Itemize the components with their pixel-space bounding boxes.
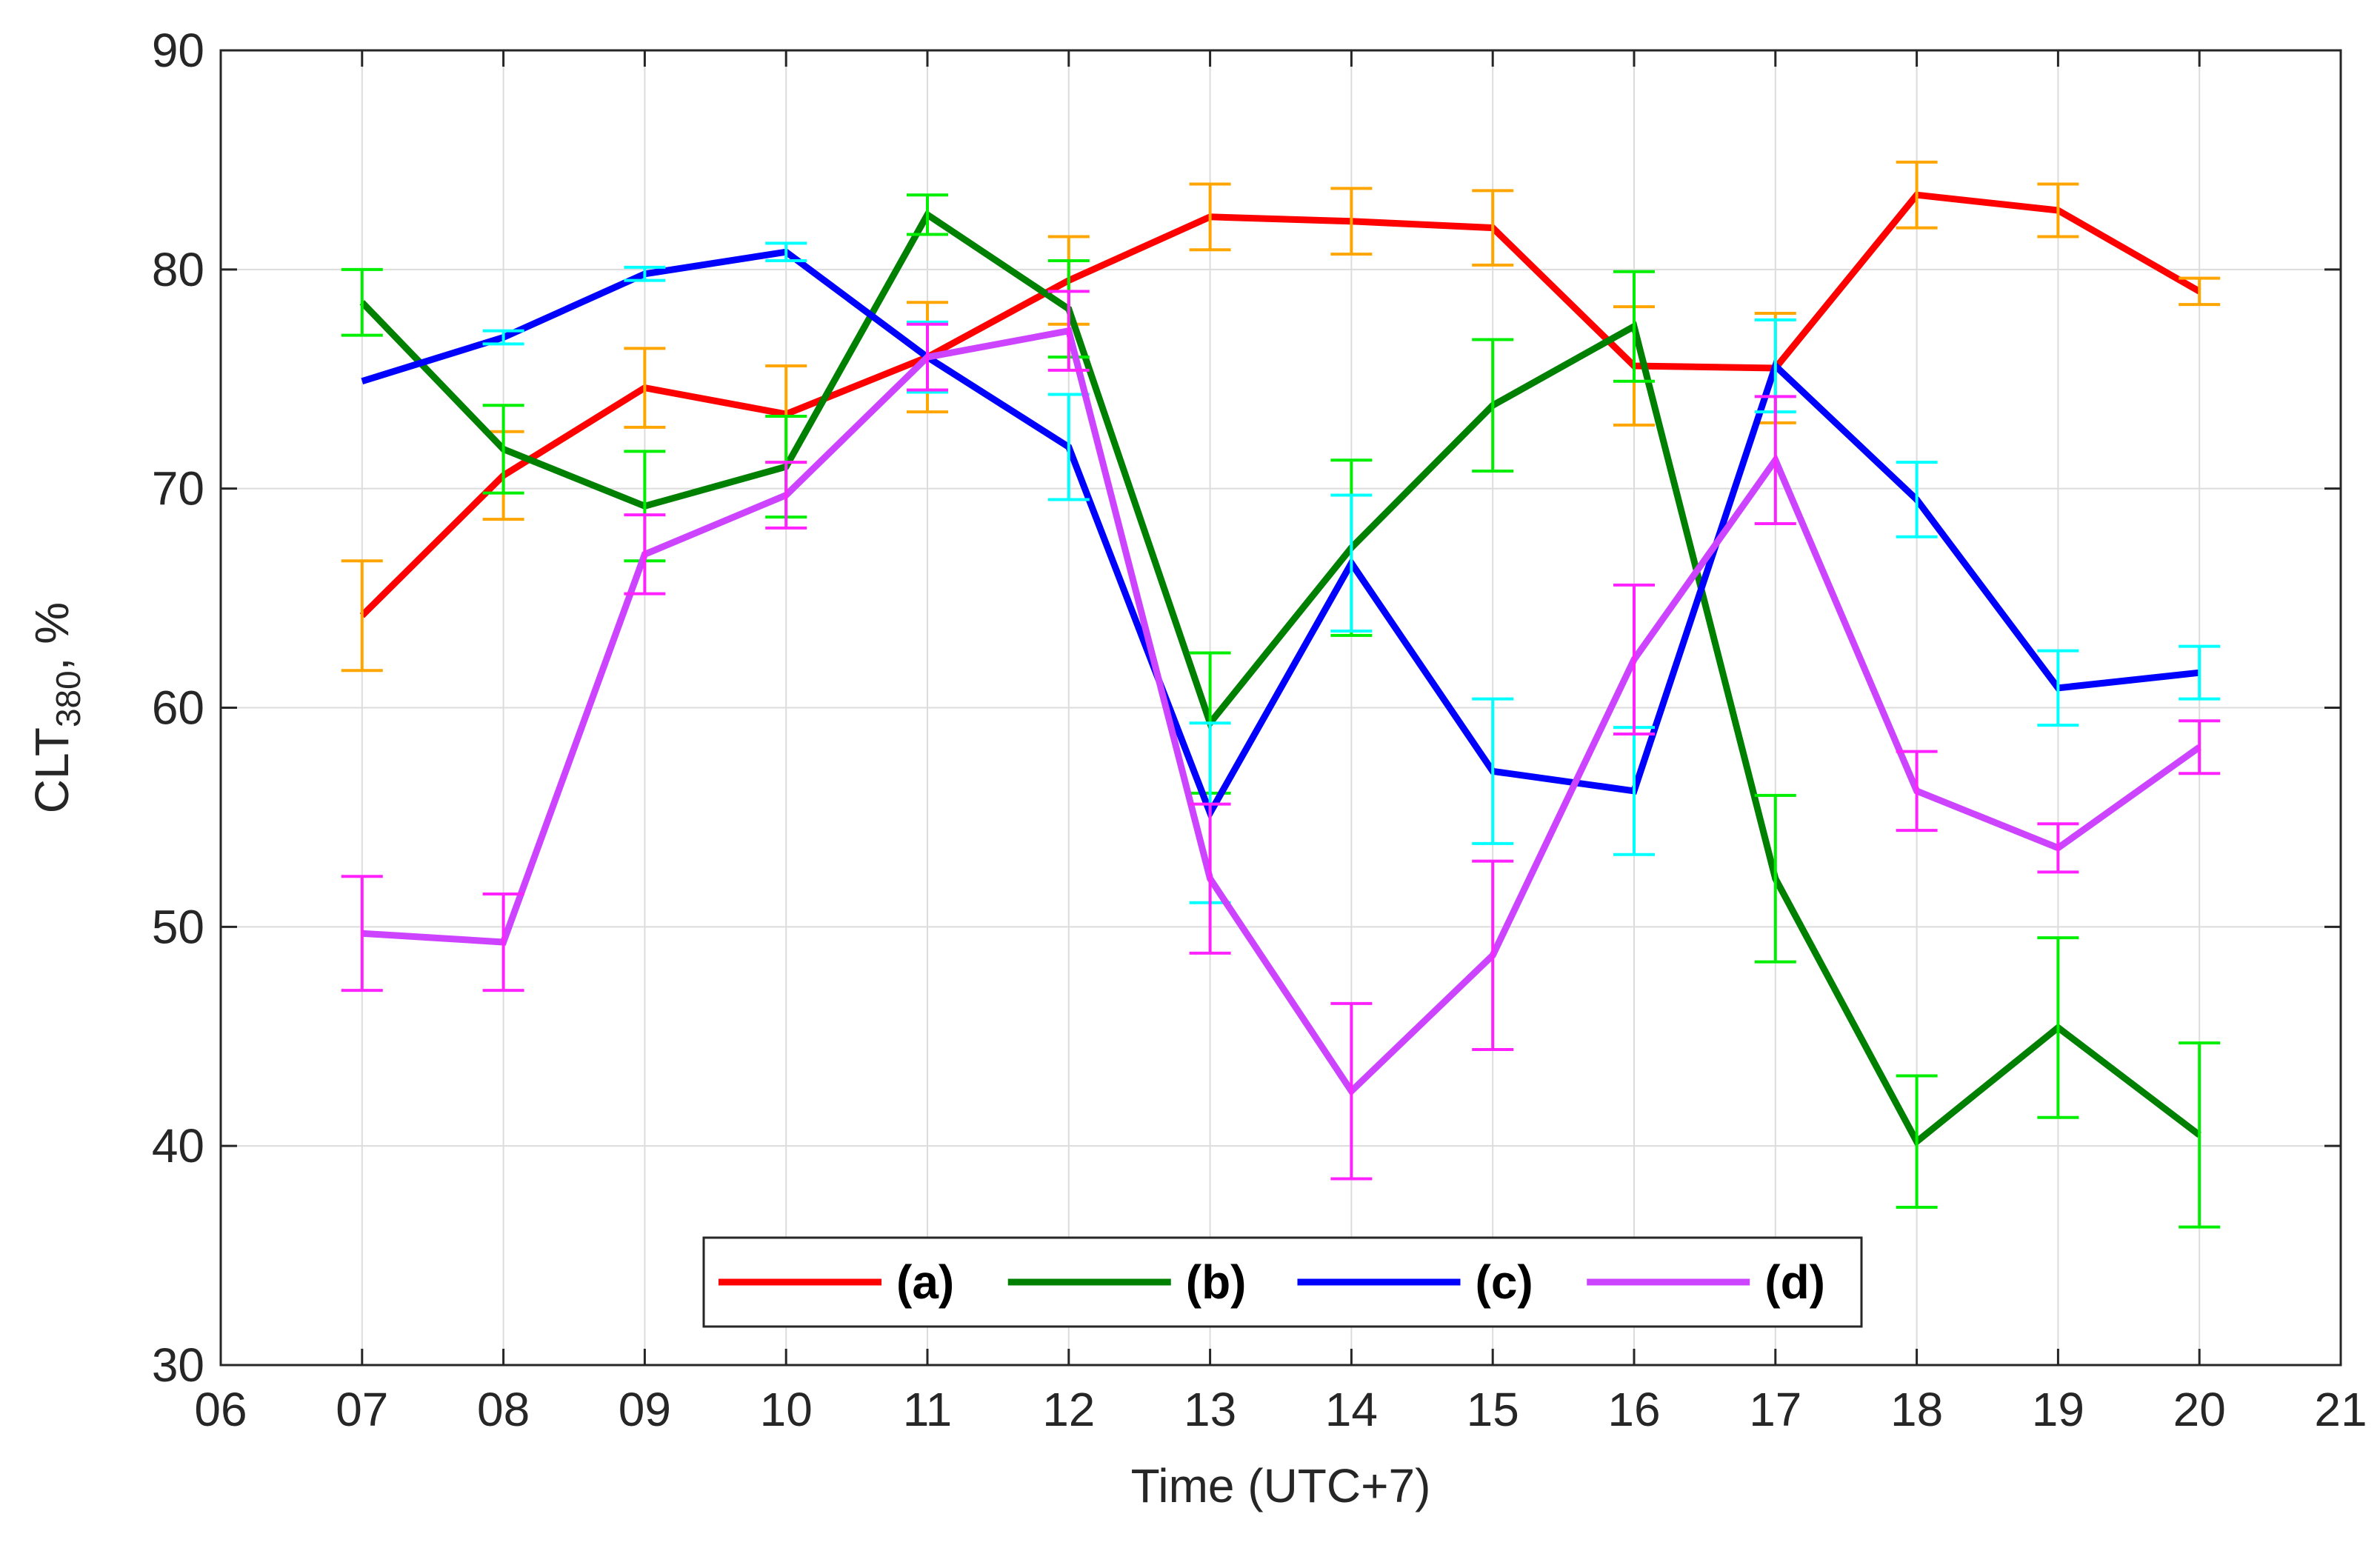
y-tick-label: 30 bbox=[152, 1338, 204, 1392]
axis-ticks bbox=[219, 49, 2342, 1367]
error-bar bbox=[2179, 719, 2221, 775]
x-axis-tick-labels: 06 07 08 09 10 11 12 13 14 15 16 17 18 19 20 21 bbox=[194, 1383, 2367, 1436]
error-bar bbox=[1047, 290, 1090, 372]
x-tick-label: 06 bbox=[194, 1383, 247, 1436]
series-line bbox=[361, 327, 2201, 1097]
series-line bbox=[361, 248, 2200, 821]
error-bar bbox=[1472, 338, 1514, 473]
x-axis-title: Time (UTC+7) bbox=[1131, 1459, 1431, 1512]
legend-label: (d) bbox=[1764, 1255, 1825, 1309]
x-tick-label: 08 bbox=[477, 1383, 530, 1436]
x-tick-label: 21 bbox=[2314, 1383, 2367, 1436]
error-bar bbox=[1189, 802, 1231, 955]
error-bar bbox=[1754, 395, 1796, 525]
error-bar bbox=[1472, 697, 1514, 845]
legend-label: (a) bbox=[896, 1255, 954, 1309]
error-bar bbox=[1613, 270, 1655, 383]
error-bar bbox=[1189, 182, 1231, 252]
error-bar bbox=[1896, 160, 1938, 230]
error-bar bbox=[624, 347, 666, 429]
error-bar bbox=[1330, 187, 1373, 256]
error-bar bbox=[765, 241, 807, 262]
x-tick-label: 16 bbox=[1607, 1383, 1660, 1436]
error-bar bbox=[482, 892, 524, 992]
legend-label: (c) bbox=[1476, 1255, 1533, 1309]
x-tick-label: 18 bbox=[1890, 1383, 1943, 1436]
y-tick-label: 40 bbox=[152, 1119, 204, 1172]
y-tick-label: 50 bbox=[152, 900, 204, 953]
x-tick-label: 12 bbox=[1042, 1383, 1095, 1436]
y-axis-title-suffix: , % bbox=[25, 602, 79, 670]
error-bar bbox=[341, 267, 383, 337]
y-tick-label: 60 bbox=[152, 681, 204, 735]
x-tick-label: 09 bbox=[619, 1383, 671, 1436]
x-tick-label: 14 bbox=[1325, 1383, 1378, 1436]
error-bar bbox=[624, 265, 666, 282]
error-bar bbox=[1754, 793, 1796, 964]
error-bar bbox=[1472, 859, 1514, 1051]
y-tick-label: 70 bbox=[152, 462, 204, 516]
series-line bbox=[359, 191, 2201, 618]
error-bar bbox=[341, 875, 383, 992]
x-tick-label: 20 bbox=[2173, 1383, 2226, 1436]
x-tick-label: 07 bbox=[336, 1383, 388, 1436]
y-axis-title: CLT380, % bbox=[25, 602, 87, 813]
error-bar bbox=[1330, 1001, 1373, 1181]
error-bar bbox=[1613, 583, 1655, 735]
error-bar bbox=[2179, 644, 2221, 701]
y-axis-tick-labels: 30 40 50 60 70 80 90 bbox=[152, 24, 204, 1392]
error-bar bbox=[482, 404, 524, 495]
y-axis-title-main: CLT bbox=[25, 727, 79, 813]
error-bar bbox=[2179, 276, 2221, 307]
x-tick-label: 10 bbox=[760, 1383, 813, 1436]
error-bar bbox=[1472, 189, 1514, 267]
error-bar bbox=[1896, 1074, 1938, 1209]
series-group bbox=[341, 290, 2221, 1181]
error-bar bbox=[624, 513, 666, 595]
error-bar bbox=[482, 329, 524, 346]
error-bar bbox=[2037, 822, 2079, 874]
error-bar bbox=[2037, 936, 2079, 1119]
error-bar bbox=[2037, 182, 2079, 238]
legend: (a) (b) (c) (d) bbox=[702, 1236, 1863, 1328]
legend-label: (b) bbox=[1186, 1255, 1247, 1309]
x-tick-label: 11 bbox=[903, 1383, 952, 1436]
series-line bbox=[359, 210, 2201, 1147]
error-bar bbox=[1330, 493, 1373, 633]
y-tick-label: 80 bbox=[152, 243, 204, 296]
error-bar bbox=[907, 193, 948, 236]
series-layer bbox=[341, 160, 2221, 1229]
error-bar bbox=[2037, 649, 2079, 727]
x-tick-label: 15 bbox=[1467, 1383, 1519, 1436]
x-tick-label: 13 bbox=[1184, 1383, 1236, 1436]
error-bar bbox=[1896, 461, 1938, 538]
error-bar bbox=[341, 559, 383, 673]
error-bar bbox=[907, 322, 948, 392]
y-tick-label: 90 bbox=[152, 24, 204, 77]
y-axis-title-subscript: 380 bbox=[49, 670, 87, 727]
x-tick-label: 19 bbox=[2032, 1383, 2084, 1436]
x-tick-label: 17 bbox=[1749, 1383, 1801, 1436]
error-bar bbox=[2179, 1041, 2221, 1229]
error-bar bbox=[765, 461, 807, 530]
error-bar bbox=[1896, 750, 1938, 833]
